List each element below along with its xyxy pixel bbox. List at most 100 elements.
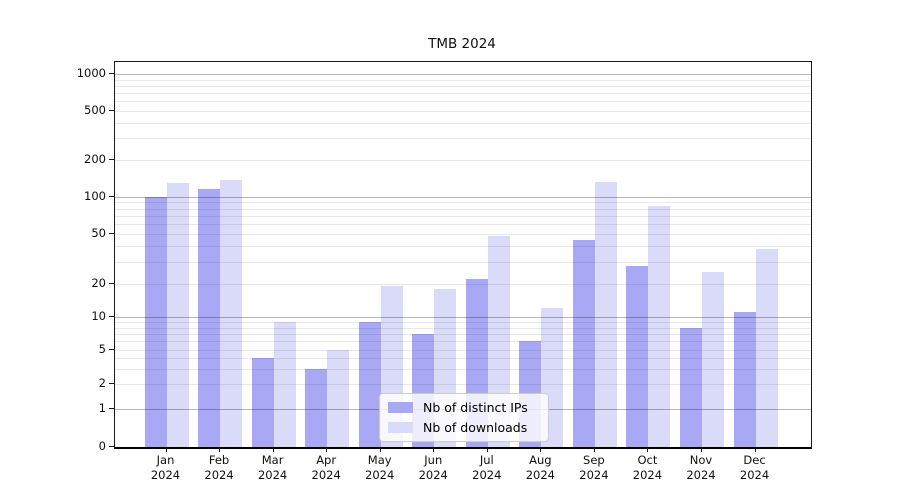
y-tick-label-20: 20 — [91, 276, 106, 290]
x-tick-label-jul: Jul 2024 — [472, 453, 502, 482]
y-tick-mark-200 — [109, 159, 114, 160]
plot-area: Nb of distinct IPs Nb of downloads — [114, 61, 812, 449]
minor-gridline-500 — [115, 111, 811, 112]
x-tick-mark-oct — [647, 448, 649, 452]
y-tick-mark-5 — [109, 349, 114, 350]
bar-downloads-nov — [702, 271, 724, 447]
minor-gridline-50 — [115, 234, 811, 235]
minor-gridline-5 — [115, 350, 811, 351]
minor-gridline-80 — [115, 208, 811, 210]
bar-downloads-feb — [220, 179, 243, 447]
legend-label-downloads: Nb of downloads — [423, 420, 528, 435]
bar-downloads-oct — [648, 205, 671, 447]
x-tick-mark-mar — [272, 448, 274, 452]
y-tick-mark-20 — [109, 283, 114, 284]
bar-downloads-dec — [755, 248, 778, 447]
minor-gridline-700 — [115, 93, 811, 95]
bar-distinct-ips-mar — [251, 358, 274, 447]
x-tick-mark-dec — [754, 448, 756, 452]
minor-gridline-7 — [115, 333, 811, 335]
bar-distinct-ips-sep — [572, 239, 595, 447]
x-tick-label-nov: Nov 2024 — [686, 453, 716, 482]
minor-gridline-600 — [115, 101, 811, 103]
minor-gridline-400 — [115, 122, 811, 124]
minor-gridline-300 — [115, 138, 811, 140]
bar-distinct-ips-may — [358, 322, 381, 447]
minor-gridline-9 — [115, 322, 811, 324]
bar-downloads-sep — [594, 182, 617, 447]
legend: Nb of distinct IPs Nb of downloads — [379, 393, 549, 442]
legend-swatch-downloads — [388, 422, 413, 433]
x-tick-mark-jun — [433, 448, 435, 452]
major-gridline-100 — [115, 196, 811, 198]
legend-swatch-distinct-ips — [388, 402, 413, 413]
major-gridline-10 — [115, 317, 811, 318]
x-tick-mark-sep — [593, 448, 595, 452]
x-tick-label-apr: Apr 2024 — [311, 453, 341, 482]
x-tick-label-oct: Oct 2024 — [632, 453, 663, 482]
bar-distinct-ips-nov — [680, 327, 702, 447]
minor-gridline-90 — [115, 202, 811, 204]
x-tick-mark-feb — [219, 448, 221, 452]
minor-gridline-800 — [115, 85, 811, 87]
y-tick-mark-50 — [109, 233, 114, 234]
bar-distinct-ips-dec — [733, 312, 756, 447]
x-tick-label-aug: Aug 2024 — [525, 453, 555, 482]
minor-gridline-6 — [115, 341, 811, 343]
x-tick-mark-apr — [326, 448, 328, 452]
minor-gridline-20 — [115, 284, 811, 285]
minor-gridline-4 — [115, 358, 811, 360]
y-tick-label-5: 5 — [98, 342, 106, 356]
minor-gridline-900 — [115, 79, 811, 81]
x-tick-label-jun: Jun 2024 — [418, 453, 448, 482]
major-gridline-1000 — [115, 74, 811, 75]
x-tick-mark-nov — [701, 448, 702, 452]
y-tick-label-50: 50 — [91, 226, 106, 240]
y-tick-label-0: 0 — [98, 439, 106, 453]
minor-gridline-200 — [115, 160, 811, 161]
y-tick-mark-2 — [109, 383, 114, 384]
legend-label-distinct-ips: Nb of distinct IPs — [423, 400, 528, 415]
y-tick-mark-10 — [109, 316, 114, 317]
y-tick-label-1: 1 — [98, 400, 106, 415]
minor-gridline-70 — [115, 215, 811, 217]
minor-gridline-40 — [115, 246, 811, 248]
y-tick-mark-100 — [109, 195, 114, 197]
bar-distinct-ips-jan — [144, 196, 167, 447]
bar-downloads-apr — [327, 350, 350, 447]
minor-gridline-30 — [115, 261, 811, 263]
x-tick-mark-aug — [540, 448, 542, 452]
y-tick-label-200: 200 — [84, 152, 106, 166]
x-tick-label-dec: Dec 2024 — [739, 453, 770, 482]
x-tick-label-feb: Feb 2024 — [204, 453, 234, 482]
x-tick-label-sep: Sep 2024 — [579, 453, 609, 482]
y-tick-mark-0 — [109, 446, 114, 447]
y-tick-mark-500 — [109, 110, 114, 111]
y-tick-label-100: 100 — [84, 188, 106, 203]
bar-downloads-jan — [166, 182, 189, 447]
minor-gridline-3 — [115, 368, 811, 370]
x-tick-label-mar: Mar 2024 — [257, 453, 288, 482]
x-tick-mark-may — [379, 448, 381, 452]
x-tick-label-may: May 2024 — [365, 453, 395, 482]
minor-gridline-60 — [115, 224, 811, 226]
bar-distinct-ips-feb — [198, 189, 221, 447]
legend-item-downloads: Nb of downloads — [388, 419, 540, 436]
x-tick-mark-jul — [486, 448, 488, 452]
minor-gridline-2 — [115, 384, 811, 385]
y-tick-mark-1 — [109, 407, 114, 409]
bar-distinct-ips-oct — [626, 265, 649, 447]
bar-distinct-ips-apr — [305, 368, 328, 447]
legend-item-distinct-ips: Nb of distinct IPs — [388, 399, 540, 416]
x-tick-mark-jan — [165, 448, 167, 452]
x-tick-label-jan: Jan 2024 — [150, 453, 181, 482]
y-tick-mark-1000 — [109, 73, 114, 74]
chart-title: TMB 2024 — [428, 36, 496, 52]
y-tick-label-2: 2 — [98, 376, 106, 390]
bar-downloads-mar — [273, 322, 296, 447]
y-tick-label-500: 500 — [84, 103, 106, 117]
minor-gridline-8 — [115, 327, 811, 329]
y-tick-label-1000: 1000 — [76, 66, 106, 80]
y-tick-label-10: 10 — [91, 309, 106, 323]
